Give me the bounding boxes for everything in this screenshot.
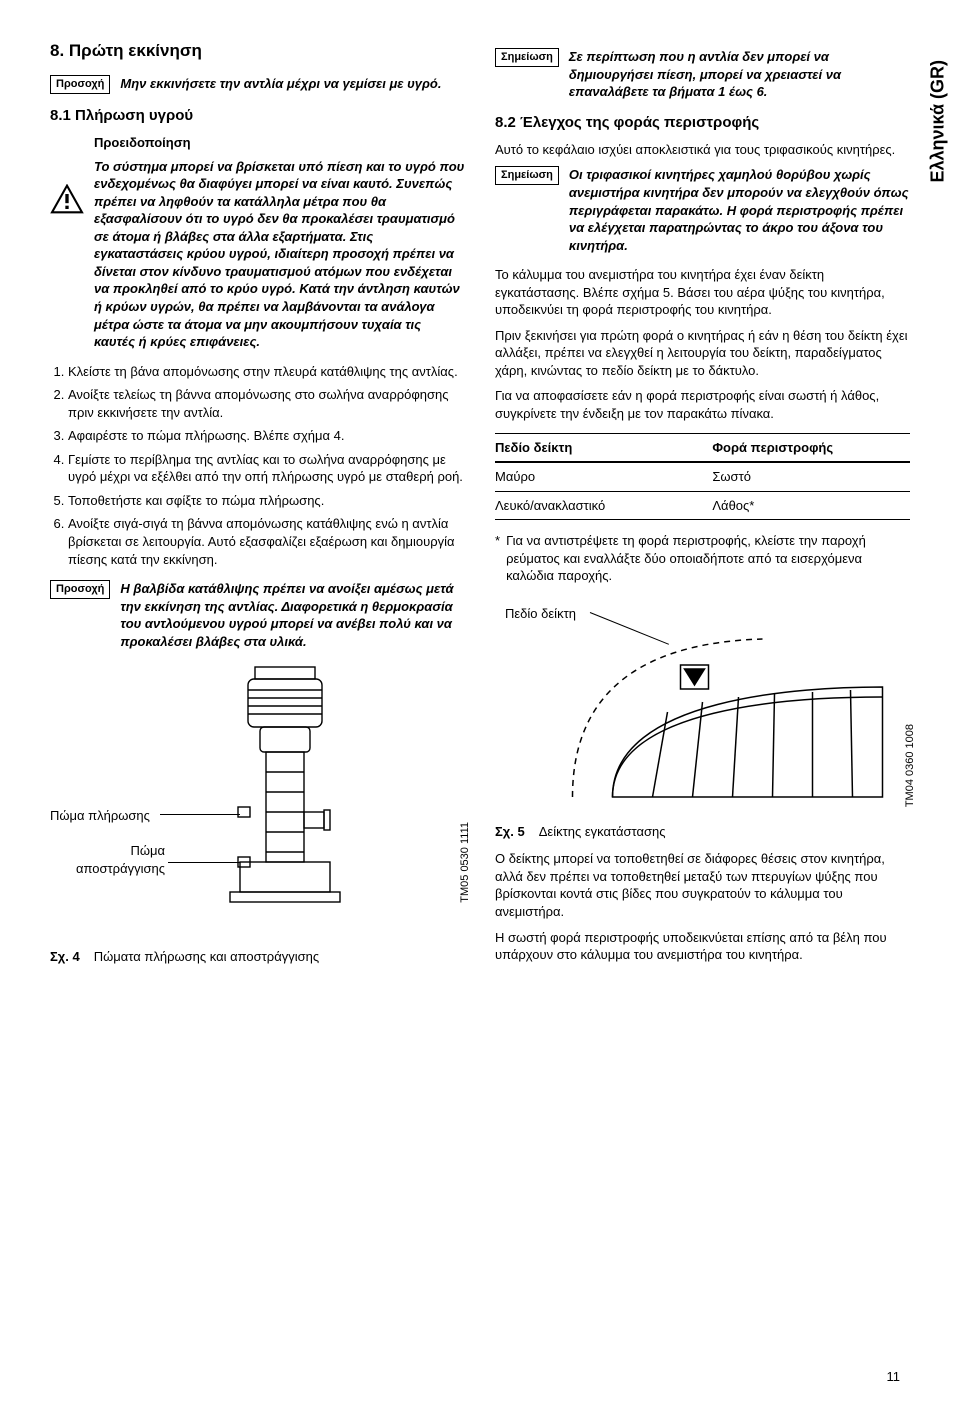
leader-line — [168, 862, 240, 863]
fig-title: Πώματα πλήρωσης και αποστράγγισης — [94, 949, 319, 964]
page-columns: 8. Πρώτη εκκίνηση Προσοχή Μην εκκινήσετε… — [50, 40, 910, 972]
warning-text: Προειδοποίηση Το σύστημα μπορεί να βρίσκ… — [94, 134, 465, 351]
table-row: Λευκό/ανακλαστικό Λάθος* — [495, 492, 910, 521]
fig2-tm-code: TM04 0360 1008 — [903, 724, 918, 807]
table-header: Πεδίο δείκτη Φορά περιστροφής — [495, 433, 910, 464]
fig-num: Σχ. 4 — [50, 949, 80, 964]
paragraph: Αυτό το κεφάλαιο ισχύει αποκλειστικά για… — [495, 141, 910, 159]
paragraph: Η σωστή φορά περιστροφής υποδεικνύεται ε… — [495, 929, 910, 964]
list-item: Ανοίξτε τελείως τη βάννα απομόνωσης στο … — [68, 386, 465, 421]
td: Μαύρο — [495, 468, 712, 486]
list-item: Κλείστε τη βάνα απομόνωσης στην πλευρά κ… — [68, 363, 465, 381]
paragraph: Το κάλυμμα του ανεμιστήρα του κινητήρα έ… — [495, 266, 910, 319]
th-direction: Φορά περιστροφής — [712, 439, 910, 457]
caution-label: Προσοχή — [50, 580, 110, 599]
caution-block-1: Προσοχή Μην εκκινήσετε την αντλία μέχρι … — [50, 75, 465, 94]
fig2-label: Πεδίο δείκτη — [505, 605, 576, 623]
pump-diagram — [200, 662, 370, 912]
figure-5-caption: Σχ. 5 Δείκτης εγκατάστασης — [495, 823, 910, 841]
list-item: Ανοίξτε σιγά-σιγά τη βάννα απομόνωσης κα… — [68, 515, 465, 568]
warning-body: Το σύστημα μπορεί να βρίσκεται υπό πίεση… — [94, 159, 464, 349]
rotation-table: Πεδίο δείκτη Φορά περιστροφής Μαύρο Σωστ… — [495, 433, 910, 521]
warning-lead: Προειδοποίηση — [94, 134, 465, 152]
th-indicator: Πεδίο δείκτη — [495, 439, 712, 457]
list-item: Αφαιρέστε το πώμα πλήρωσης. Βλέπε σχήμα … — [68, 427, 465, 445]
page-number: 11 — [887, 1368, 901, 1386]
warning-icon — [50, 184, 84, 219]
caution-text-1: Μην εκκινήσετε την αντλία μέχρι να γεμίσ… — [120, 75, 465, 93]
figure-4: Πώμα πλήρωσης Πώμα αποστράγγισης TM05 05… — [50, 662, 465, 942]
right-column: Σημείωση Σε περίπτωση που η αντλία δεν μ… — [495, 40, 910, 972]
fig-title: Δείκτης εγκατάστασης — [539, 824, 666, 839]
note-text-2: Οι τριφασικοί κινητήρες χαμηλού θορύβου … — [569, 166, 910, 254]
heading-8-1: 8.1 Πλήρωση υγρού — [50, 106, 465, 126]
caution-label: Προσοχή — [50, 75, 110, 94]
heading-8: 8. Πρώτη εκκίνηση — [50, 40, 465, 63]
caution-block-2: Προσοχή Η βαλβίδα κατάθλιψης πρέπει να α… — [50, 580, 465, 650]
note-text-1: Σε περίπτωση που η αντλία δεν μπορεί να … — [569, 48, 910, 101]
motor-diagram — [495, 597, 910, 807]
note-label: Σημείωση — [495, 166, 559, 185]
left-column: 8. Πρώτη εκκίνηση Προσοχή Μην εκκινήσετε… — [50, 40, 465, 972]
language-tab: Ελληνικά (GR) — [926, 60, 950, 183]
note-block-1: Σημείωση Σε περίπτωση που η αντλία δεν μ… — [495, 48, 910, 101]
paragraph: Πριν ξεκινήσει για πρώτη φορά ο κινητήρα… — [495, 327, 910, 380]
steps-list: Κλείστε τη βάνα απομόνωσης στην πλευρά κ… — [50, 363, 465, 568]
table-row: Μαύρο Σωστό — [495, 463, 910, 492]
fig1-tm-code: TM05 0530 1111 — [458, 822, 473, 903]
list-item: Γεμίστε το περίβλημα της αντλίας και το … — [68, 451, 465, 486]
td: Λάθος* — [712, 497, 910, 515]
fig-num: Σχ. 5 — [495, 824, 525, 839]
heading-8-2: 8.2 Έλεγχος της φοράς περιστροφής — [495, 113, 910, 133]
footnote-text: Για να αντιστρέψετε τη φορά περιστροφής,… — [506, 532, 910, 585]
leader-line — [160, 814, 240, 815]
paragraph: Για να αποφασίσετε εάν η φορά περιστροφή… — [495, 387, 910, 422]
fig1-label-priming: Πώμα πλήρωσης — [50, 807, 150, 825]
note-label: Σημείωση — [495, 48, 559, 67]
warning-block: Προειδοποίηση Το σύστημα μπορεί να βρίσκ… — [50, 134, 465, 351]
list-item: Τοποθετήστε και σφίξτε το πώμα πλήρωσης. — [68, 492, 465, 510]
figure-4-caption: Σχ. 4 Πώματα πλήρωσης και αποστράγγισης — [50, 948, 465, 966]
td: Σωστό — [712, 468, 910, 486]
paragraph: Ο δείκτης μπορεί να τοποθετηθεί σε διάφο… — [495, 850, 910, 920]
caution-text-2: Η βαλβίδα κατάθλιψης πρέπει να ανοίξει α… — [120, 580, 465, 650]
asterisk: * — [495, 532, 500, 585]
note-block-2: Σημείωση Οι τριφασικοί κινητήρες χαμηλού… — [495, 166, 910, 254]
td: Λευκό/ανακλαστικό — [495, 497, 712, 515]
figure-5: Πεδίο δείκτη — [495, 597, 910, 817]
fig1-label-drain: Πώμα αποστράγγισης — [75, 842, 165, 877]
table-footnote: * Για να αντιστρέψετε τη φορά περιστροφή… — [495, 532, 910, 585]
